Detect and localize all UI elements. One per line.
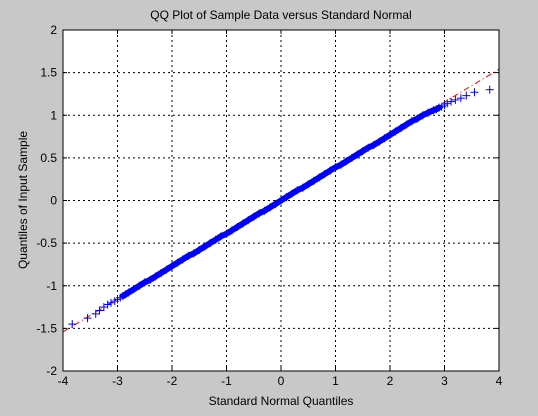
data-point-marker xyxy=(157,268,166,277)
data-point-marker xyxy=(195,245,204,254)
data-point-marker xyxy=(124,288,133,297)
data-point-marker xyxy=(95,306,104,315)
data-point-marker xyxy=(470,88,479,97)
data-point-marker xyxy=(162,265,171,274)
data-point-marker xyxy=(266,203,275,212)
data-point-marker xyxy=(320,170,329,179)
y-tick-label: -2 xyxy=(46,364,57,378)
data-point-marker xyxy=(244,216,253,225)
x-tick-label: -4 xyxy=(58,374,69,388)
data-point-marker xyxy=(326,166,335,175)
x-axis-label: Standard Normal Quantiles xyxy=(209,394,354,408)
data-point-marker xyxy=(342,157,351,166)
data-point-marker xyxy=(358,147,367,156)
y-tick-label: 1.5 xyxy=(40,66,57,80)
data-point-marker xyxy=(233,222,242,231)
y-tick-label: 2 xyxy=(50,23,57,37)
data-point-marker xyxy=(200,242,209,251)
data-point-marker xyxy=(211,235,220,244)
data-point-marker xyxy=(206,239,215,248)
y-tick-label: -1.5 xyxy=(36,321,57,335)
data-point-marker xyxy=(451,95,460,104)
data-point-marker xyxy=(83,314,92,323)
data-point-marker xyxy=(443,99,452,108)
data-point-marker xyxy=(309,176,318,185)
x-tick-label: 1 xyxy=(332,374,339,388)
x-tick-label: 3 xyxy=(441,374,448,388)
y-tick-label: -0.5 xyxy=(36,236,57,250)
data-point-marker xyxy=(135,281,144,290)
data-point-marker xyxy=(364,143,373,152)
data-point-marker xyxy=(293,186,302,195)
y-tick-label: 0 xyxy=(50,194,57,208)
data-point-marker xyxy=(168,262,176,271)
data-point-marker xyxy=(447,97,456,106)
x-tick-label: 2 xyxy=(387,374,394,388)
data-point-marker xyxy=(260,206,269,215)
data-point-marker xyxy=(485,85,494,94)
data-point-marker xyxy=(347,153,356,162)
y-axis-label: Quantiles of Input Sample xyxy=(16,131,30,269)
data-point-marker xyxy=(298,183,307,192)
data-point-marker xyxy=(386,130,394,139)
data-point-marker xyxy=(315,173,324,182)
y-tick-label: -1 xyxy=(46,279,57,293)
data-point-marker xyxy=(222,229,231,238)
data-point-marker xyxy=(396,124,405,133)
data-points xyxy=(68,85,494,329)
data-point-marker xyxy=(402,120,411,129)
data-point-marker xyxy=(189,249,198,258)
tick-labels: -4 -3 -2 -1 0 1 2 3 4 -2 -1.5 -1 -0.5 0 0.5 1 1.5 2 xyxy=(36,23,502,388)
x-tick-label: -2 xyxy=(167,374,178,388)
data-point-marker xyxy=(369,141,378,150)
x-tick-label: 4 xyxy=(496,374,503,388)
x-tick-label: -3 xyxy=(112,374,123,388)
data-point-marker xyxy=(380,134,389,143)
data-point-marker xyxy=(103,300,112,309)
data-point-marker xyxy=(249,212,258,221)
data-point-marker xyxy=(178,255,187,264)
data-point-marker xyxy=(331,163,340,172)
data-point-marker xyxy=(287,189,296,198)
data-point-marker xyxy=(391,127,400,136)
data-point-marker xyxy=(282,193,291,202)
chart-title: QQ Plot of Sample Data versus Standard N… xyxy=(150,8,411,22)
data-point-marker xyxy=(353,150,362,159)
data-point-marker xyxy=(418,111,427,120)
y-tick-label: 0.5 xyxy=(40,151,57,165)
x-tick-label: 0 xyxy=(278,374,285,388)
y-tick-label: 1 xyxy=(50,108,57,122)
data-point-marker xyxy=(304,180,313,189)
data-point-marker xyxy=(424,108,433,117)
data-point-marker xyxy=(462,91,471,100)
data-point-marker xyxy=(217,232,226,241)
data-point-marker xyxy=(151,272,160,281)
data-point-marker xyxy=(140,278,149,287)
data-point-marker xyxy=(238,219,247,228)
data-point-marker xyxy=(336,160,345,169)
data-point-marker xyxy=(375,137,384,146)
data-point-marker xyxy=(146,275,155,284)
data-point-marker xyxy=(184,251,193,260)
axis-ticks xyxy=(62,29,500,372)
data-point-marker xyxy=(106,298,115,307)
data-point-marker xyxy=(277,196,285,205)
data-point-marker xyxy=(407,117,416,126)
data-point-marker xyxy=(68,320,77,329)
x-tick-label: -1 xyxy=(221,374,232,388)
data-point-marker xyxy=(456,94,465,103)
data-point-marker xyxy=(413,114,422,123)
data-point-marker xyxy=(271,199,280,208)
data-point-marker xyxy=(91,309,100,318)
data-point-marker xyxy=(227,226,236,235)
data-point-marker xyxy=(173,258,182,267)
data-point-marker xyxy=(255,209,264,218)
data-point-marker xyxy=(129,285,138,294)
